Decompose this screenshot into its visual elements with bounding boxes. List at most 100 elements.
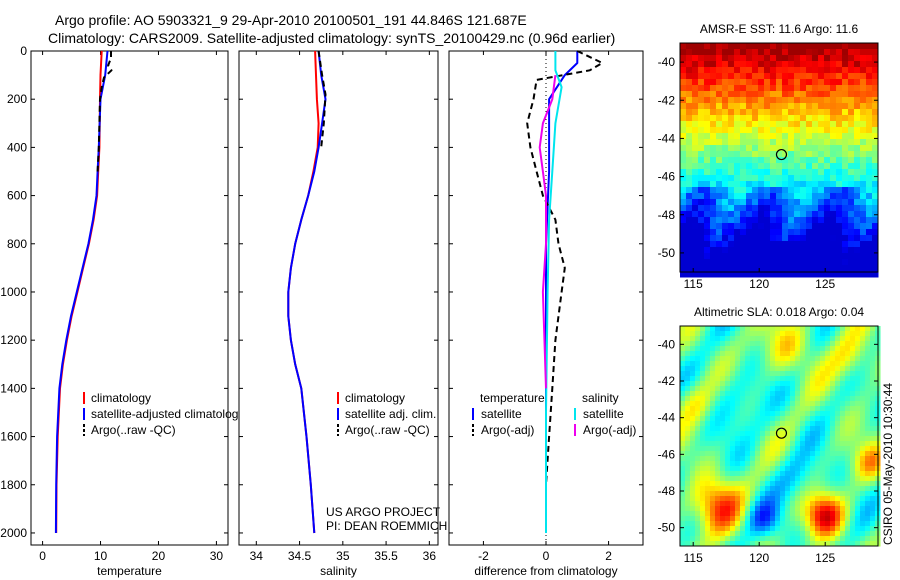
heatmap-cell	[700, 371, 706, 377]
heatmap-cell	[705, 516, 711, 522]
heatmap-cell	[770, 85, 777, 92]
heatmap-cell	[840, 371, 846, 377]
heatmap-cell	[790, 451, 796, 457]
heatmap-cell	[810, 491, 816, 497]
heatmap-cell	[765, 476, 771, 482]
heatmap-cell	[842, 169, 849, 176]
heatmap-cell	[728, 67, 735, 74]
heatmap-cell	[725, 461, 731, 467]
heatmap-cell	[695, 356, 701, 362]
heatmap-cell	[715, 416, 721, 422]
heatmap-cell	[710, 366, 716, 372]
heatmap-cell	[785, 341, 791, 347]
heatmap-cell	[794, 211, 801, 218]
heatmap-cell	[690, 326, 696, 332]
heatmap-cell	[700, 396, 706, 402]
heatmap-cell	[805, 476, 811, 482]
heatmap-cell	[704, 235, 711, 242]
heatmap-cell	[788, 103, 795, 110]
heatmap-cell	[698, 193, 705, 200]
heatmap-cell	[860, 235, 867, 242]
heatmap-cell	[740, 511, 746, 517]
heatmap-cell	[820, 491, 826, 497]
heatmap-cell	[760, 536, 766, 542]
heatmap-cell	[850, 431, 856, 437]
heatmap-cell	[680, 476, 686, 482]
heatmap-cell	[805, 336, 811, 342]
heatmap-cell	[690, 511, 696, 517]
heatmap-cell	[785, 431, 791, 437]
heatmap-cell	[866, 187, 873, 194]
heatmap-cell	[794, 109, 801, 116]
heatmap-cell	[728, 265, 735, 272]
heatmap-cell	[755, 461, 761, 467]
heatmap-cell	[730, 461, 736, 467]
heatmap-cell	[680, 481, 686, 487]
heatmap-cell	[740, 259, 747, 266]
heatmap-cell	[820, 466, 826, 472]
heatmap-cell	[710, 381, 716, 387]
heatmap-cell	[704, 193, 711, 200]
heatmap-cell	[872, 259, 879, 266]
heatmap-cell	[770, 115, 777, 122]
heatmap-cell	[764, 79, 771, 86]
heatmap-cell	[872, 151, 879, 158]
heatmap-cell	[770, 91, 777, 98]
y-tick-label: -50	[658, 521, 676, 535]
heatmap-cell	[780, 456, 786, 462]
heatmap-cell	[865, 481, 871, 487]
heatmap-cell	[686, 145, 693, 152]
heatmap-cell	[710, 199, 717, 206]
heatmap-cell	[765, 406, 771, 412]
heatmap-cell	[728, 139, 735, 146]
heatmap-cell	[725, 471, 731, 477]
heatmap-cell	[795, 391, 801, 397]
heatmap-cell	[840, 526, 846, 532]
heatmap-cell	[725, 416, 731, 422]
heatmap-cell	[690, 476, 696, 482]
heatmap-cell	[840, 436, 846, 442]
heatmap-cell	[782, 55, 789, 62]
heatmap-cell	[764, 163, 771, 170]
heatmap-cell	[854, 259, 861, 266]
heatmap-cell	[710, 471, 716, 477]
heatmap-cell	[820, 516, 826, 522]
heatmap-cell	[720, 521, 726, 527]
heatmap-cell	[820, 471, 826, 477]
heatmap-cell	[686, 223, 693, 230]
heatmap-cell	[848, 85, 855, 92]
heatmap-cell	[745, 516, 751, 522]
heatmap-cell	[794, 163, 801, 170]
heatmap-cell	[705, 426, 711, 432]
heatmap-cell	[764, 259, 771, 266]
heatmap-cell	[730, 406, 736, 412]
heatmap-cell	[740, 516, 746, 522]
heatmap-cell	[782, 241, 789, 248]
heatmap-cell	[848, 103, 855, 110]
heatmap-cell	[775, 421, 781, 427]
heatmap-cell	[746, 265, 753, 272]
heatmap-cell	[698, 241, 705, 248]
heatmap-cell	[794, 241, 801, 248]
heatmap-cell	[710, 145, 717, 152]
heatmap-cell	[860, 496, 866, 502]
heatmap-cell	[685, 441, 691, 447]
heatmap-cell	[842, 79, 849, 86]
heatmap-cell	[805, 436, 811, 442]
heatmap-cell	[860, 169, 867, 176]
heatmap-cell	[830, 471, 836, 477]
heatmap-cell	[692, 223, 699, 230]
figure-title-line1: Argo profile: AO 5903321_9 29-Apr-2010 2…	[55, 12, 527, 28]
heatmap-cell	[805, 346, 811, 352]
heatmap-cell	[705, 421, 711, 427]
heatmap-cell	[810, 426, 816, 432]
heatmap-cell	[725, 496, 731, 502]
heatmap-cell	[800, 381, 806, 387]
heatmap-cell	[794, 181, 801, 188]
heatmap-cell	[710, 67, 717, 74]
heatmap-cell	[700, 446, 706, 452]
heatmap-cell	[825, 431, 831, 437]
heatmap-cell	[830, 73, 837, 80]
heatmap-cell	[848, 205, 855, 212]
